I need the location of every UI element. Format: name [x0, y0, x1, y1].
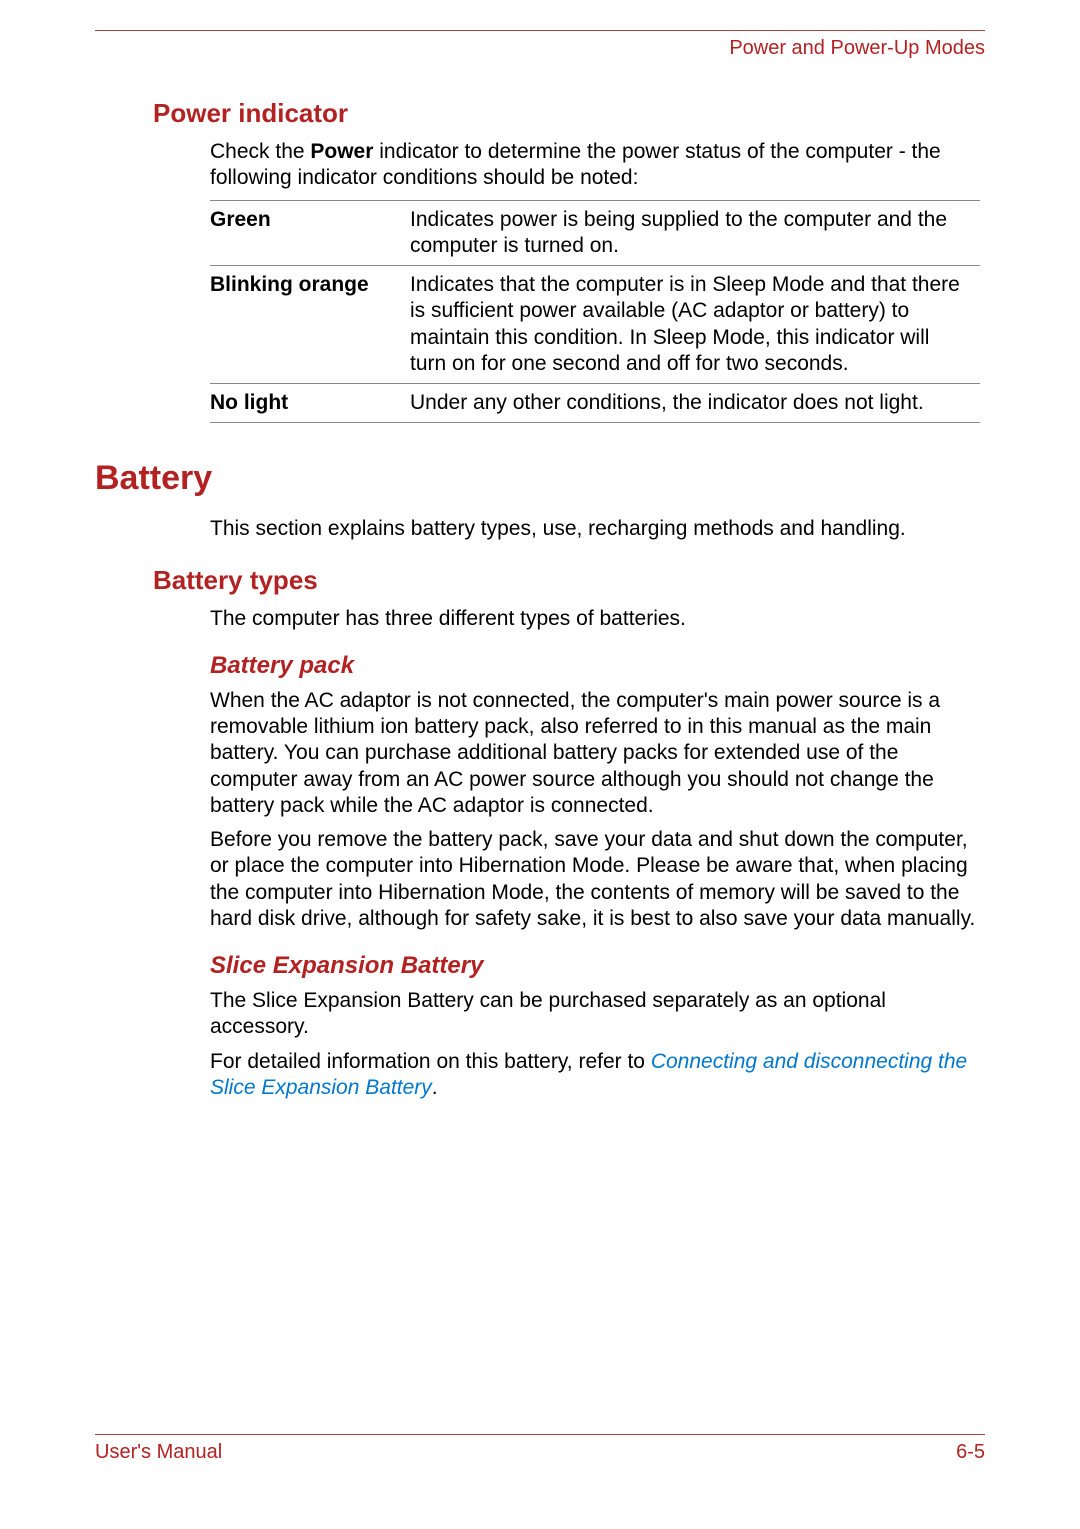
battery-intro: This section explains battery types, use…: [210, 516, 985, 542]
table-row: Blinking orange Indicates that the compu…: [210, 266, 980, 384]
indicator-label: Blinking orange: [210, 266, 410, 384]
heading-battery: Battery: [95, 459, 985, 498]
slice-p2-pre: For detailed information on this battery…: [210, 1050, 651, 1073]
page: Power and Power-Up Modes Power indicator…: [0, 0, 1080, 1529]
footer-left: User's Manual: [95, 1441, 222, 1464]
heading-slice-expansion-battery: Slice Expansion Battery: [210, 952, 985, 980]
indicator-desc: Under any other conditions, the indicato…: [410, 384, 980, 423]
header-section-title: Power and Power-Up Modes: [95, 37, 985, 60]
heading-battery-pack: Battery pack: [210, 652, 985, 680]
table-row: Green Indicates power is being supplied …: [210, 200, 980, 266]
intro-pre: Check the: [210, 140, 310, 163]
heading-battery-types: Battery types: [153, 565, 985, 596]
battery-pack-p2: Before you remove the battery pack, save…: [210, 827, 985, 932]
footer-right: 6-5: [956, 1441, 985, 1464]
footer-row: User's Manual 6-5: [95, 1441, 985, 1464]
indicator-label: No light: [210, 384, 410, 423]
table-row: No light Under any other conditions, the…: [210, 384, 980, 423]
indicator-desc: Indicates that the computer is in Sleep …: [410, 266, 980, 384]
battery-types-intro: The computer has three different types o…: [210, 606, 985, 632]
footer: User's Manual 6-5: [95, 1434, 985, 1464]
battery-pack-p1: When the AC adaptor is not connected, th…: [210, 688, 985, 819]
power-indicator-table: Green Indicates power is being supplied …: [210, 200, 980, 424]
indicator-desc: Indicates power is being supplied to the…: [410, 200, 980, 266]
slice-p2: For detailed information on this battery…: [210, 1049, 985, 1102]
indicator-label: Green: [210, 200, 410, 266]
slice-p1: The Slice Expansion Battery can be purch…: [210, 988, 985, 1041]
header-rule: [95, 30, 985, 31]
footer-rule: [95, 1434, 985, 1435]
slice-p2-post: .: [432, 1076, 438, 1099]
power-indicator-intro: Check the Power indicator to determine t…: [210, 139, 985, 192]
heading-power-indicator: Power indicator: [153, 98, 985, 129]
intro-bold: Power: [310, 140, 373, 163]
